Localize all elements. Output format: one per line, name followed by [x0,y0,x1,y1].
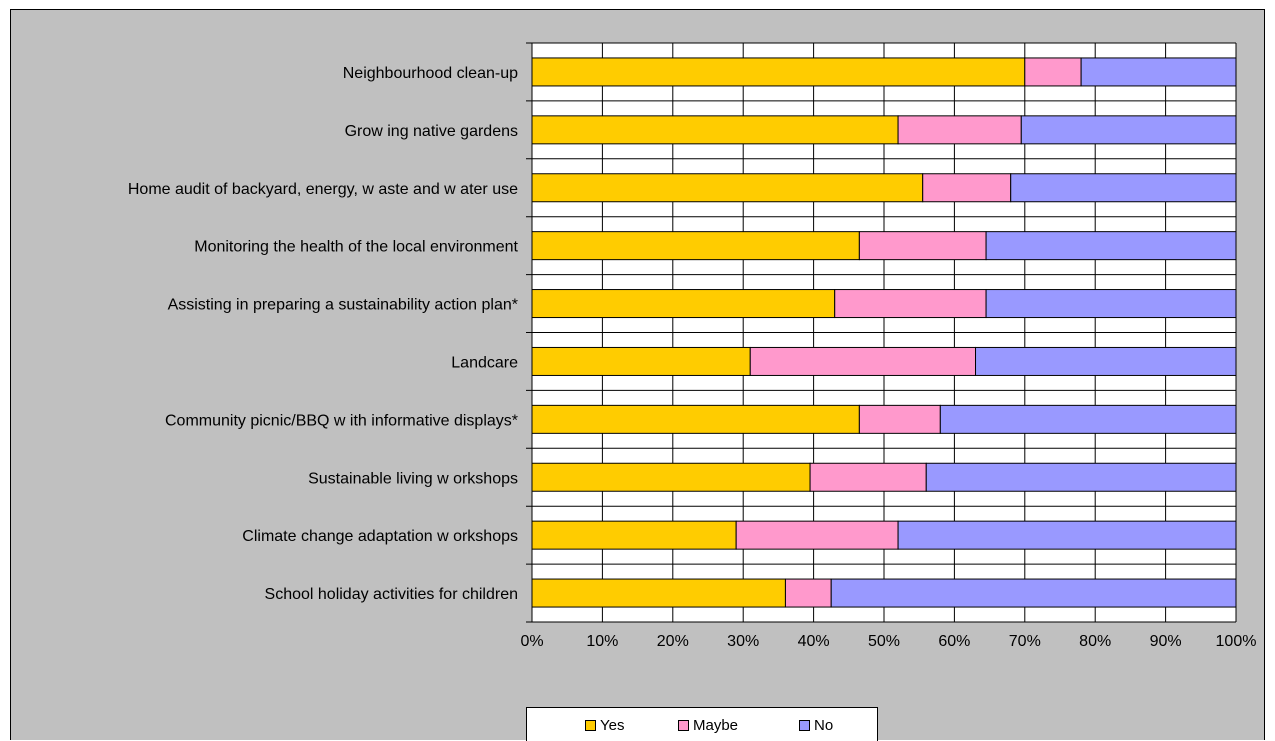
x-axis-tick-labels: 0% 10% 20% 30% 40% 50% 60% 70% 80% 90% 100% [520,633,1256,650]
bar-yes [531,289,836,319]
bar-yes [531,346,751,376]
bar-maybe [897,115,1022,145]
bar-no [985,231,1237,261]
bar-maybe [784,578,832,608]
bar-no [897,520,1237,550]
x-tick-label: 10% [586,633,618,650]
legend-label-no: No [814,717,834,734]
legend-swatch-maybe [678,720,689,731]
bar-maybe [922,173,1012,203]
bar-yes [531,115,899,145]
legend-swatch-no [799,720,810,731]
bar-maybe [1024,57,1082,87]
x-tick-label: 20% [657,633,689,650]
x-tick-label: 30% [727,633,759,650]
category-label: School holiday activities for children [265,586,518,603]
bar-yes [531,173,924,203]
chart-plot: Neighbourhood clean-up Grow ing native ga… [128,42,1256,650]
x-tick-label: 60% [938,633,970,650]
x-tick-label: 0% [520,633,543,650]
bar-no [1010,173,1237,203]
bar-maybe [858,404,941,434]
legend-label-yes: Yes [600,717,625,734]
x-tick-label: 90% [1150,633,1182,650]
category-label: Grow ing native gardens [345,123,518,140]
bar-no [975,346,1237,376]
bar-yes [531,520,737,550]
bar-maybe [749,346,977,376]
x-tick-label: 40% [798,633,830,650]
bars [531,57,1237,608]
category-label: Sustainable living w orkshops [308,470,518,487]
category-label: Home audit of backyard, energy, w aste a… [128,181,518,198]
legend-item-no: No [799,717,833,734]
bar-maybe [809,462,927,492]
x-tick-label: 100% [1216,633,1257,650]
category-labels: Neighbourhood clean-up Grow ing native ga… [128,65,519,603]
bar-no [985,289,1237,319]
bar-yes [531,578,786,608]
category-label: Community picnic/BBQ w ith informative d… [165,412,518,429]
x-tick-label: 80% [1079,633,1111,650]
bar-maybe [735,520,899,550]
bar-yes [531,462,811,492]
category-label: Assisting in preparing a sustainability … [168,297,518,314]
category-label: Neighbourhood clean-up [343,65,518,82]
bar-yes [531,57,1026,87]
bar-no [939,404,1237,434]
legend: Yes Maybe No [526,707,878,741]
bar-maybe [834,289,987,319]
bar-yes [531,404,860,434]
x-tick-label: 70% [1009,633,1041,650]
chart-area: Neighbourhood clean-up Grow ing native ga… [10,9,1265,741]
x-tick-label: 50% [868,633,900,650]
legend-label-maybe: Maybe [693,717,739,734]
bar-no [1080,57,1237,87]
bar-yes [531,231,860,261]
category-label: Monitoring the health of the local envir… [194,239,518,256]
category-label: Climate change adaptation w orkshops [242,528,518,545]
bar-no [1020,115,1237,145]
legend-item-maybe: Maybe [678,717,738,734]
legend-item-yes: Yes [585,717,624,734]
legend-swatch-yes [585,720,596,731]
bar-no [925,462,1237,492]
bar-no [830,578,1237,608]
category-label: Landcare [451,354,518,371]
bar-maybe [858,231,987,261]
